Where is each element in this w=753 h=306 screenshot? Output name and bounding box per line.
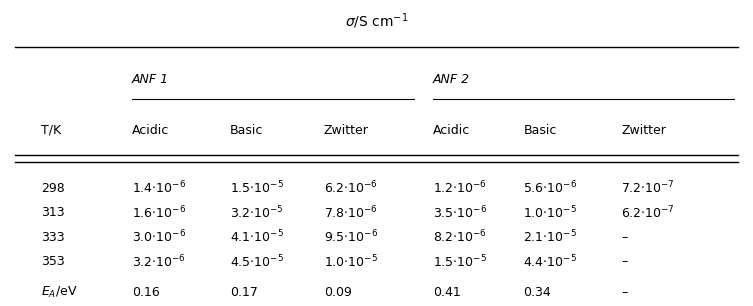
Text: $4.1{\cdot}10^{-5}$: $4.1{\cdot}10^{-5}$: [230, 229, 284, 245]
Text: $1.4{\cdot}10^{-6}$: $1.4{\cdot}10^{-6}$: [132, 180, 186, 196]
Text: –: –: [621, 231, 627, 244]
Text: $9.5{\cdot}10^{-6}$: $9.5{\cdot}10^{-6}$: [324, 229, 378, 245]
Text: $1.2{\cdot}10^{-6}$: $1.2{\cdot}10^{-6}$: [433, 180, 486, 196]
Text: 0.09: 0.09: [324, 286, 352, 299]
Text: Basic: Basic: [523, 124, 556, 136]
Text: $2.1{\cdot}10^{-5}$: $2.1{\cdot}10^{-5}$: [523, 229, 578, 245]
Text: $1.5{\cdot}10^{-5}$: $1.5{\cdot}10^{-5}$: [230, 180, 284, 196]
Text: $\sigma$/S cm$^{-1}$: $\sigma$/S cm$^{-1}$: [345, 12, 408, 31]
Text: $4.4{\cdot}10^{-5}$: $4.4{\cdot}10^{-5}$: [523, 253, 578, 270]
Text: $6.2{\cdot}10^{-6}$: $6.2{\cdot}10^{-6}$: [324, 180, 377, 196]
Text: 298: 298: [41, 182, 66, 195]
Text: ANF 2: ANF 2: [433, 73, 470, 86]
Text: $3.2{\cdot}10^{-6}$: $3.2{\cdot}10^{-6}$: [132, 253, 185, 270]
Text: $3.0{\cdot}10^{-6}$: $3.0{\cdot}10^{-6}$: [132, 229, 186, 245]
Text: $6.2{\cdot}10^{-7}$: $6.2{\cdot}10^{-7}$: [621, 204, 675, 221]
Text: Acidic: Acidic: [433, 124, 470, 136]
Text: 313: 313: [41, 206, 65, 219]
Text: $7.2{\cdot}10^{-7}$: $7.2{\cdot}10^{-7}$: [621, 180, 675, 196]
Text: 0.16: 0.16: [132, 286, 160, 299]
Text: –: –: [621, 286, 627, 299]
Text: 353: 353: [41, 255, 66, 268]
Text: $8.2{\cdot}10^{-6}$: $8.2{\cdot}10^{-6}$: [433, 229, 486, 245]
Text: $1.0{\cdot}10^{-5}$: $1.0{\cdot}10^{-5}$: [523, 204, 578, 221]
Text: $1.0{\cdot}10^{-5}$: $1.0{\cdot}10^{-5}$: [324, 253, 378, 270]
Text: 0.34: 0.34: [523, 286, 551, 299]
Text: $5.6{\cdot}10^{-6}$: $5.6{\cdot}10^{-6}$: [523, 180, 578, 196]
Text: ANF 1: ANF 1: [132, 73, 169, 86]
Text: $1.6{\cdot}10^{-6}$: $1.6{\cdot}10^{-6}$: [132, 204, 186, 221]
Text: $7.8{\cdot}10^{-6}$: $7.8{\cdot}10^{-6}$: [324, 204, 377, 221]
Text: $3.2{\cdot}10^{-5}$: $3.2{\cdot}10^{-5}$: [230, 204, 283, 221]
Text: $3.5{\cdot}10^{-6}$: $3.5{\cdot}10^{-6}$: [433, 204, 487, 221]
Text: Acidic: Acidic: [132, 124, 169, 136]
Text: Zwitter: Zwitter: [621, 124, 666, 136]
Text: $4.5{\cdot}10^{-5}$: $4.5{\cdot}10^{-5}$: [230, 253, 284, 270]
Text: Basic: Basic: [230, 124, 263, 136]
Text: 0.41: 0.41: [433, 286, 461, 299]
Text: $E_{A}$/eV: $E_{A}$/eV: [41, 285, 78, 300]
Text: Zwitter: Zwitter: [324, 124, 369, 136]
Text: 0.17: 0.17: [230, 286, 258, 299]
Text: $1.5{\cdot}10^{-5}$: $1.5{\cdot}10^{-5}$: [433, 253, 487, 270]
Text: –: –: [621, 255, 627, 268]
Text: 333: 333: [41, 231, 65, 244]
Text: T/K: T/K: [41, 124, 62, 136]
